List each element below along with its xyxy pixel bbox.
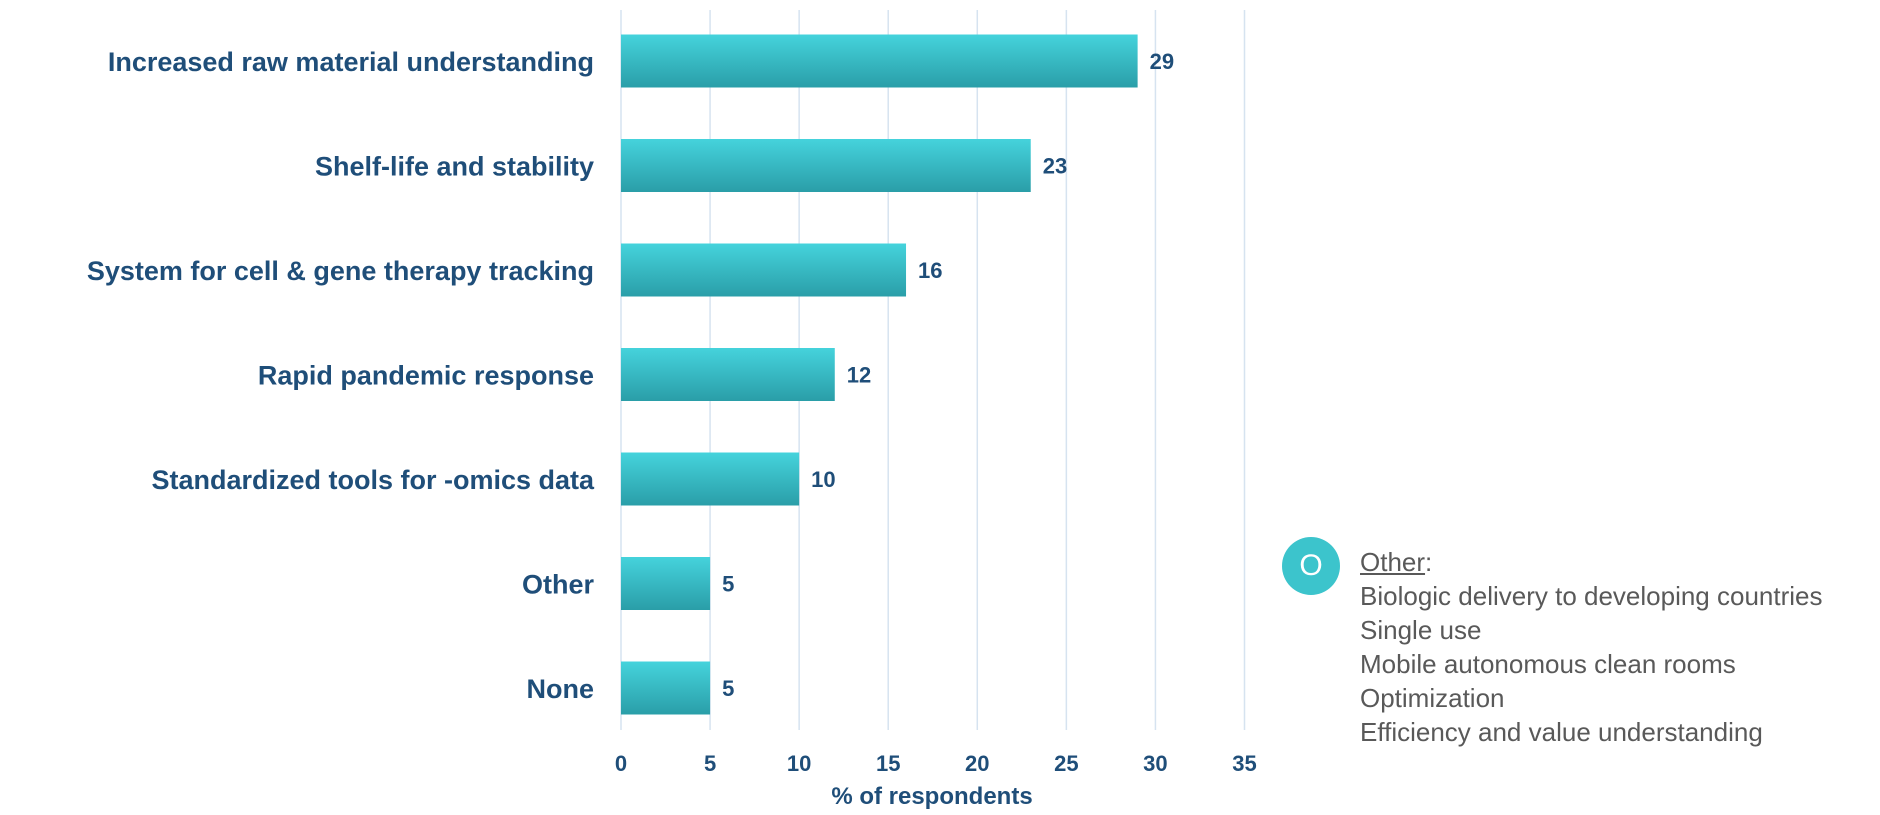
category-label-4: Rapid pandemic response [258, 361, 594, 391]
bar-2 [621, 139, 1031, 192]
category-label-3: System for cell & gene therapy tracking [87, 256, 594, 286]
x-tick-label-15: 15 [876, 751, 900, 776]
x-axis-ticks: 0 5 10 15 20 25 30 35 [615, 751, 1257, 776]
value-label-2: 23 [1043, 154, 1067, 179]
category-label-6: Other [522, 570, 595, 600]
other-heading: Other: [1360, 545, 1823, 579]
other-item-1: Biologic delivery to developing countrie… [1360, 581, 1823, 611]
other-item-2: Single use [1360, 615, 1482, 645]
x-tick-label-25: 25 [1054, 751, 1078, 776]
x-tick-label-35: 35 [1232, 751, 1256, 776]
category-label-1: Increased raw material understanding [108, 47, 594, 77]
value-label-3: 16 [918, 258, 942, 283]
other-responses-note: O Other: Biologic delivery to developing… [1282, 537, 1862, 757]
bars [621, 34, 1138, 715]
other-item-3: Mobile autonomous clean rooms [1360, 649, 1736, 679]
x-tick-label-20: 20 [965, 751, 989, 776]
value-label-7: 5 [722, 676, 734, 701]
other-item-5: Efficiency and value understanding [1360, 717, 1763, 747]
value-label-4: 12 [847, 363, 871, 388]
value-label-6: 5 [722, 572, 734, 597]
x-tick-label-5: 5 [704, 751, 716, 776]
bar-1 [621, 34, 1138, 88]
bar-6 [621, 557, 711, 610]
bar-4 [621, 348, 835, 401]
category-label-7: None [527, 674, 595, 704]
other-heading-colon: : [1425, 547, 1433, 577]
category-label-5: Standardized tools for -omics data [151, 465, 595, 495]
bar-7 [621, 661, 711, 715]
other-badge-icon: O [1282, 537, 1340, 595]
x-tick-label-0: 0 [615, 751, 627, 776]
value-label-1: 29 [1150, 49, 1174, 74]
category-label-2: Shelf-life and stability [315, 152, 594, 182]
value-labels: 29 23 16 12 10 5 5 [722, 49, 1174, 701]
bar-3 [621, 243, 907, 297]
x-tick-label-10: 10 [787, 751, 811, 776]
x-tick-label-30: 30 [1143, 751, 1167, 776]
other-item-4: Optimization [1360, 683, 1505, 713]
other-heading-label: Other [1360, 547, 1426, 577]
bar-5 [621, 452, 800, 506]
category-labels: Increased raw material understanding Shel… [87, 47, 595, 704]
other-responses-text: Other: Biologic delivery to developing c… [1360, 545, 1823, 749]
x-axis-title: % of respondents [831, 783, 1032, 810]
value-label-5: 10 [811, 467, 835, 492]
